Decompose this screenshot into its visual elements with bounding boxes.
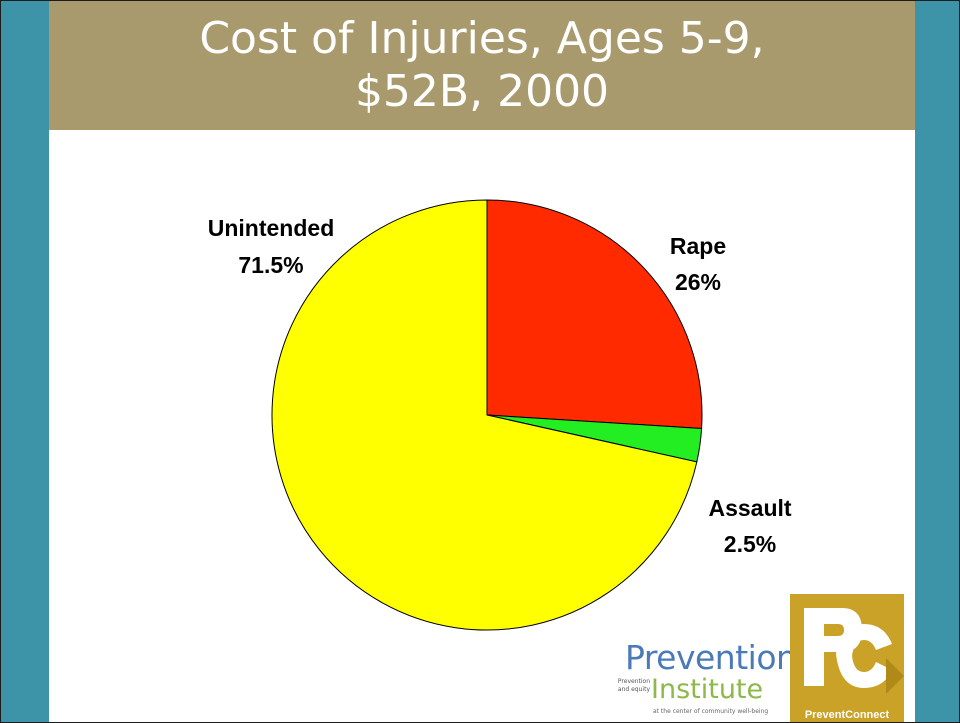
- slice-label-unintended-name: Unintended: [208, 215, 335, 241]
- pie-slice-unintended: [271, 199, 698, 631]
- title-bar: Cost of Injuries, Ages 5-9, $52B, 2000: [49, 0, 915, 130]
- slide-content: Rape 26% Assault 2.5% Unintended 71.5% P…: [49, 130, 915, 723]
- slide-title-line-2: $52B, 2000: [354, 66, 610, 117]
- prevention-institute-word2: Institute: [651, 674, 764, 705]
- pie-labels: Rape 26% Assault 2.5% Unintended 71.5%: [208, 215, 792, 557]
- pc-mark-icon: [804, 608, 904, 694]
- prevention-institute-tagline: at the center of community well-being: [653, 708, 769, 715]
- slice-label-assault-value: 2.5%: [724, 531, 776, 557]
- prevention-institute-small-text: Prevention and equity: [617, 678, 650, 693]
- slice-label-assault-name: Assault: [708, 495, 791, 521]
- pie-slice-rape: [486, 199, 703, 430]
- slice-label-rape-name: Rape: [670, 233, 726, 259]
- preventconnect-caption: PreventConnect: [804, 709, 890, 721]
- preventconnect-logo: PreventConnect: [790, 594, 904, 723]
- prevention-institute-word1: Prevention: [625, 638, 797, 677]
- prevention-institute-logo: Prevention Prevention and equity Institu…: [611, 636, 797, 722]
- slice-label-unintended-value: 71.5%: [238, 252, 303, 278]
- pie-slices: [271, 199, 703, 631]
- slide-title-line-1: Cost of Injuries, Ages 5-9,: [199, 13, 765, 64]
- pie-chart: Rape 26% Assault 2.5% Unintended 71.5%: [208, 199, 792, 631]
- slice-label-rape-value: 26%: [675, 269, 721, 295]
